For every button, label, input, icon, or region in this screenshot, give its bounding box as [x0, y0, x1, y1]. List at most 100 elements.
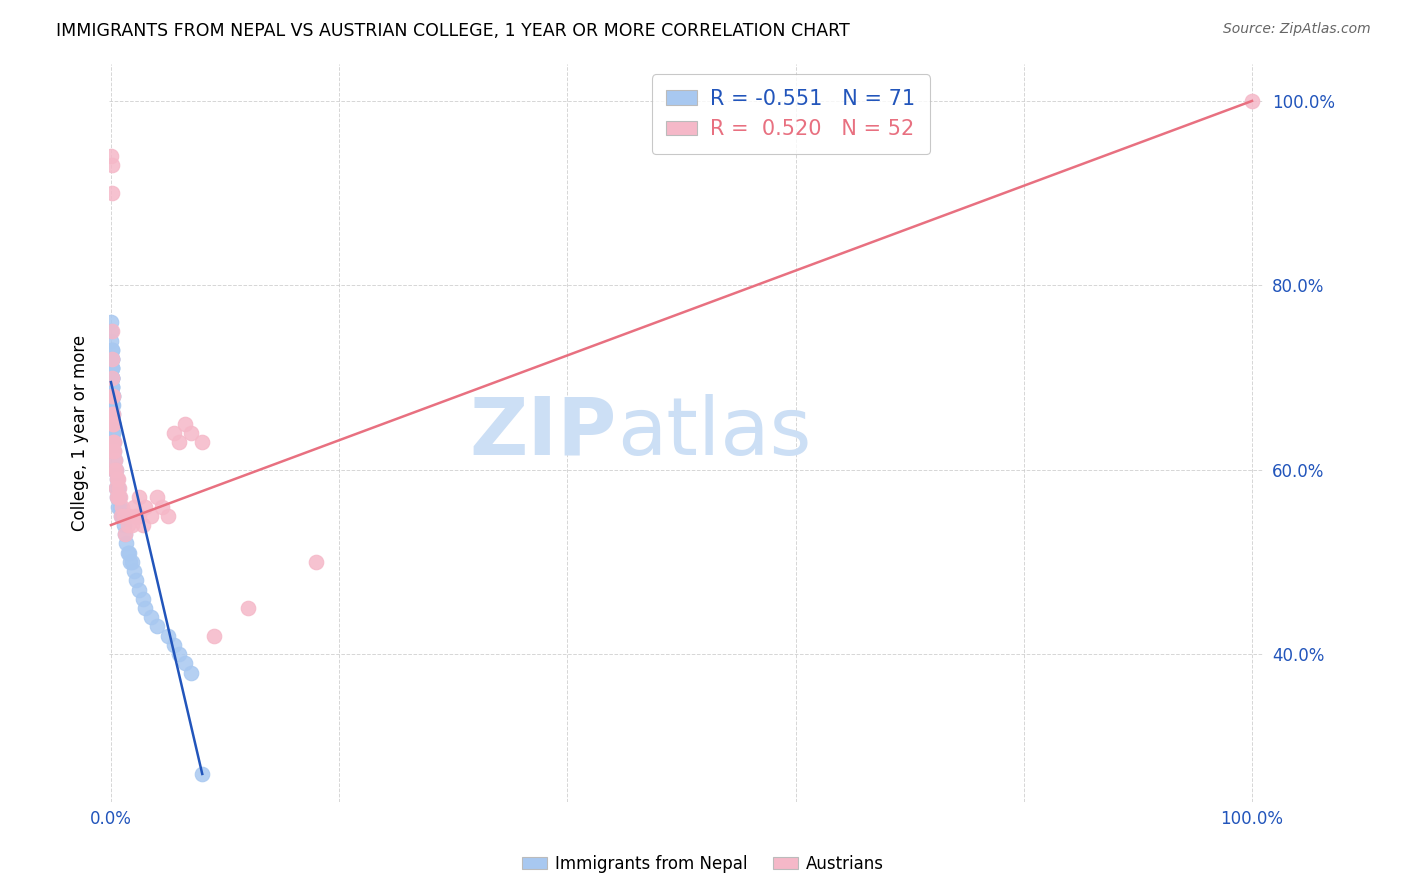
- Point: [169, 647, 191, 661]
- Point: [104, 463, 127, 477]
- Point: [100, 149, 122, 163]
- Point: [101, 380, 124, 394]
- Point: [100, 186, 122, 201]
- Point: [101, 325, 124, 339]
- Point: [122, 500, 145, 514]
- Point: [104, 481, 127, 495]
- Point: [104, 463, 127, 477]
- Point: [112, 518, 135, 533]
- Point: [101, 380, 124, 394]
- Point: [114, 527, 136, 541]
- Point: [101, 425, 124, 440]
- Point: [101, 352, 124, 367]
- Point: [101, 389, 124, 403]
- Point: [107, 500, 129, 514]
- Point: [157, 508, 180, 523]
- Point: [180, 665, 202, 680]
- Point: [117, 518, 139, 533]
- Point: [174, 657, 197, 671]
- Point: [101, 417, 124, 431]
- Point: [112, 508, 135, 523]
- Point: [100, 325, 122, 339]
- Point: [134, 500, 156, 514]
- Point: [108, 500, 131, 514]
- Point: [191, 435, 214, 450]
- Point: [103, 463, 125, 477]
- Point: [100, 361, 122, 376]
- Point: [104, 453, 127, 467]
- Point: [105, 491, 128, 505]
- Point: [108, 491, 131, 505]
- Point: [100, 352, 122, 367]
- Point: [157, 629, 180, 643]
- Point: [145, 619, 167, 633]
- Point: [305, 555, 328, 569]
- Point: [101, 389, 124, 403]
- Point: [101, 417, 124, 431]
- Point: [118, 508, 141, 523]
- Point: [105, 472, 128, 486]
- Point: [145, 491, 167, 505]
- Text: ZIP: ZIP: [470, 394, 617, 472]
- Point: [150, 500, 173, 514]
- Point: [100, 380, 122, 394]
- Text: Source: ZipAtlas.com: Source: ZipAtlas.com: [1223, 22, 1371, 37]
- Point: [101, 352, 124, 367]
- Point: [163, 638, 186, 652]
- Point: [103, 435, 125, 450]
- Point: [101, 398, 124, 412]
- Point: [101, 361, 124, 376]
- Point: [107, 472, 129, 486]
- Point: [122, 564, 145, 578]
- Point: [125, 574, 148, 588]
- Point: [202, 629, 225, 643]
- Point: [101, 370, 124, 384]
- Point: [111, 508, 134, 523]
- Point: [101, 398, 124, 412]
- Point: [191, 767, 214, 781]
- Point: [134, 601, 156, 615]
- Point: [108, 481, 131, 495]
- Point: [132, 518, 155, 533]
- Point: [101, 389, 124, 403]
- Point: [107, 491, 129, 505]
- Point: [104, 453, 127, 467]
- Point: [100, 370, 122, 384]
- Point: [114, 527, 136, 541]
- Point: [103, 444, 125, 458]
- Point: [180, 425, 202, 440]
- Point: [139, 508, 162, 523]
- Point: [100, 361, 122, 376]
- Y-axis label: College, 1 year or more: College, 1 year or more: [72, 334, 89, 531]
- Point: [117, 546, 139, 560]
- Point: [125, 508, 148, 523]
- Point: [111, 500, 134, 514]
- Point: [1240, 94, 1263, 108]
- Point: [100, 343, 122, 357]
- Point: [103, 417, 125, 431]
- Text: atlas: atlas: [617, 394, 811, 472]
- Point: [108, 491, 131, 505]
- Point: [101, 417, 124, 431]
- Point: [101, 389, 124, 403]
- Point: [101, 417, 124, 431]
- Legend: Immigrants from Nepal, Austrians: Immigrants from Nepal, Austrians: [515, 848, 891, 880]
- Point: [103, 444, 125, 458]
- Point: [110, 508, 132, 523]
- Point: [101, 398, 124, 412]
- Point: [128, 491, 150, 505]
- Point: [100, 343, 122, 357]
- Point: [105, 491, 128, 505]
- Point: [101, 408, 124, 422]
- Point: [103, 425, 125, 440]
- Point: [174, 417, 197, 431]
- Point: [101, 370, 124, 384]
- Point: [121, 555, 143, 569]
- Point: [103, 417, 125, 431]
- Point: [101, 398, 124, 412]
- Legend: R = -0.551   N = 71, R =  0.520   N = 52: R = -0.551 N = 71, R = 0.520 N = 52: [651, 74, 929, 154]
- Point: [104, 481, 127, 495]
- Point: [169, 435, 191, 450]
- Point: [101, 370, 124, 384]
- Point: [101, 408, 124, 422]
